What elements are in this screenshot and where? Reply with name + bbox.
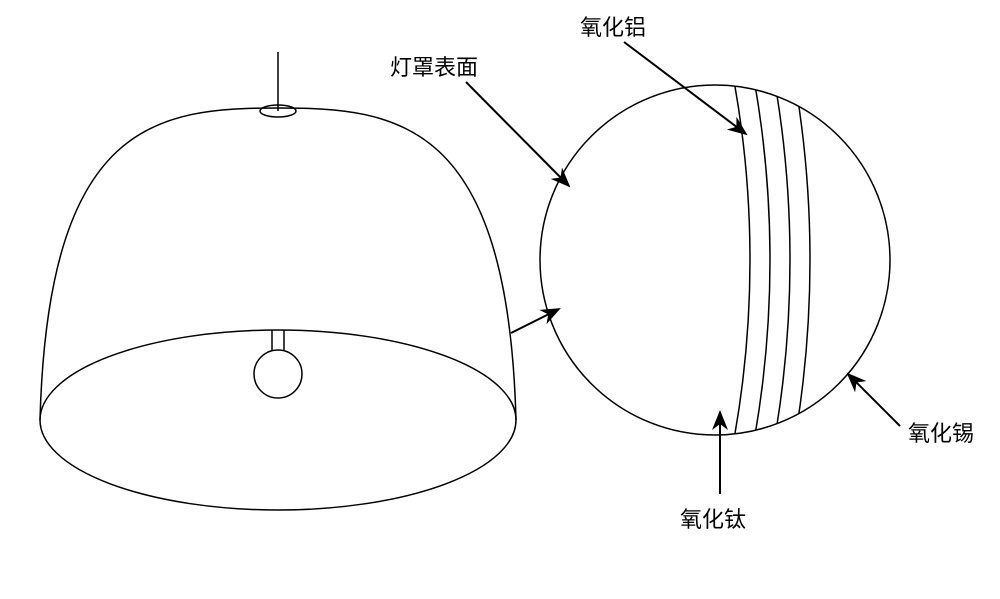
detail-callout <box>540 65 890 455</box>
label-tio2: 氧化钛 <box>680 502 746 534</box>
pendant-lamp <box>40 52 516 510</box>
label-arrows <box>466 42 900 494</box>
label-al2o3: 氧化铝 <box>580 10 646 42</box>
label-surface: 灯罩表面 <box>390 50 478 82</box>
diagram-canvas <box>0 0 1000 599</box>
label-sno2: 氧化锡 <box>908 416 974 448</box>
